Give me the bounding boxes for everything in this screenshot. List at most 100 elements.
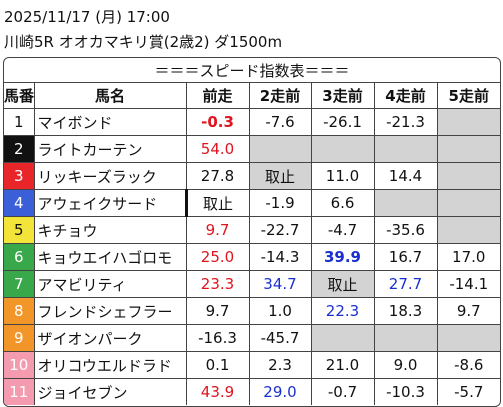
horse-number: 1 bbox=[4, 108, 35, 136]
speed-index: -0.7 bbox=[310, 378, 375, 405]
race-info: 川崎5R オオカマキリ賞(2歳2) ダ1500m bbox=[4, 33, 283, 51]
horse-row: 9 ザイオンパーク -16.3 -45.7 bbox=[4, 324, 500, 352]
speed-index: 11.0 bbox=[310, 162, 375, 190]
speed-table: ＝＝＝スピード指数表＝＝＝ 馬番 馬名 前走 2走前 3走前 4走前 5走前 1 マイボンド -0.… bbox=[4, 58, 500, 405]
horse-row: 10 オリコウエルドラド 0.1 2.3 21.0 9.0 -8.6 bbox=[4, 351, 500, 379]
horse-name: リッキーズラック bbox=[33, 162, 187, 190]
horse-row: 5 キチョウ 9.7 -22.7 -4.7 -35.6 bbox=[4, 216, 500, 244]
horse-name: アマビリティ bbox=[33, 270, 187, 298]
column-header: 4走前 bbox=[373, 82, 438, 109]
speed-index: 14.4 bbox=[373, 162, 438, 190]
speed-index: -14.1 bbox=[436, 270, 500, 298]
horse-row: 2 ライトカーテン 54.0 bbox=[4, 135, 500, 163]
speed-index: 29.0 bbox=[248, 378, 312, 405]
empty-cell bbox=[436, 189, 500, 217]
speed-index: -14.3 bbox=[248, 243, 312, 271]
datetime: 2025/11/17 (月) 17:00 bbox=[4, 8, 170, 26]
horse-number: 5 bbox=[4, 216, 35, 244]
horse-row: 6 キョウエイハゴロモ 25.0 -14.3 39.9 16.7 17.0 bbox=[4, 243, 500, 271]
empty-cell bbox=[373, 135, 438, 163]
empty-cell bbox=[436, 108, 500, 136]
speed-index: 9.7 bbox=[436, 297, 500, 325]
speed-index: 取止 bbox=[248, 162, 312, 190]
horse-number: 8 bbox=[4, 297, 35, 325]
speed-index: 22.3 bbox=[310, 297, 375, 325]
speed-index: 25.0 bbox=[185, 243, 250, 271]
horse-number: 3 bbox=[4, 162, 35, 190]
speed-index: 9.0 bbox=[373, 351, 438, 379]
horse-row: 3 リッキーズラック 27.8 取止 11.0 14.4 bbox=[4, 162, 500, 190]
horse-number: 7 bbox=[4, 270, 35, 298]
horse-number: 11 bbox=[4, 378, 35, 405]
horse-number: 10 bbox=[4, 351, 35, 379]
horse-number: 6 bbox=[4, 243, 35, 271]
speed-index: 18.3 bbox=[373, 297, 438, 325]
speed-index: 27.7 bbox=[373, 270, 438, 298]
speed-index: -10.3 bbox=[373, 378, 438, 405]
speed-index: -7.6 bbox=[248, 108, 312, 136]
empty-cell bbox=[436, 324, 500, 352]
horse-row: 4 アウェイクサード 取止 -1.9 6.6 bbox=[4, 189, 500, 217]
horse-number: 9 bbox=[4, 324, 35, 352]
column-header: 馬番 bbox=[4, 82, 35, 109]
horse-row: 1 マイボンド -0.3 -7.6 -26.1 -21.3 bbox=[4, 108, 500, 136]
empty-cell bbox=[248, 135, 312, 163]
speed-index: 0.1 bbox=[185, 351, 250, 379]
empty-cell bbox=[436, 216, 500, 244]
column-header: 馬名 bbox=[33, 82, 187, 109]
speed-index: 16.7 bbox=[373, 243, 438, 271]
empty-cell bbox=[310, 324, 375, 352]
horse-number: 2 bbox=[4, 135, 35, 163]
speed-index: -22.7 bbox=[248, 216, 312, 244]
column-header: 5走前 bbox=[436, 82, 500, 109]
speed-index: 1.0 bbox=[248, 297, 312, 325]
speed-index: 39.9 bbox=[310, 243, 375, 271]
speed-index: -35.6 bbox=[373, 216, 438, 244]
horse-name: ジョイセブン bbox=[33, 378, 187, 405]
horse-name: アウェイクサード bbox=[33, 189, 187, 217]
empty-cell bbox=[436, 162, 500, 190]
speed-table-box: ＝＝＝スピード指数表＝＝＝ 馬番 馬名 前走 2走前 3走前 4走前 5走前 1 マイボンド -0.… bbox=[3, 57, 501, 407]
speed-index: -5.7 bbox=[436, 378, 500, 405]
speed-index: 54.0 bbox=[185, 135, 250, 163]
horse-name: ザイオンパーク bbox=[33, 324, 187, 352]
speed-index: -4.7 bbox=[310, 216, 375, 244]
speed-index: 23.3 bbox=[185, 270, 250, 298]
column-header: 前走 bbox=[185, 82, 250, 109]
horse-name: オリコウエルドラド bbox=[33, 351, 187, 379]
speed-index: 9.7 bbox=[185, 216, 250, 244]
speed-index: 43.9 bbox=[185, 378, 250, 405]
speed-index: -26.1 bbox=[310, 108, 375, 136]
horse-name: キチョウ bbox=[33, 216, 187, 244]
speed-index: 2.3 bbox=[248, 351, 312, 379]
empty-cell bbox=[373, 189, 438, 217]
empty-cell bbox=[310, 135, 375, 163]
speed-index: 6.6 bbox=[310, 189, 375, 217]
speed-index: 9.7 bbox=[185, 297, 250, 325]
table-title: ＝＝＝スピード指数表＝＝＝ bbox=[4, 58, 500, 83]
speed-index: -8.6 bbox=[436, 351, 500, 379]
speed-index: 取止 bbox=[184, 189, 250, 217]
speed-index: 17.0 bbox=[436, 243, 500, 271]
horse-name: フレンドシェフラー bbox=[33, 297, 187, 325]
horse-name: キョウエイハゴロモ bbox=[33, 243, 187, 271]
horse-row: 8 フレンドシェフラー 9.7 1.0 22.3 18.3 9.7 bbox=[4, 297, 500, 325]
speed-index: -1.9 bbox=[248, 189, 312, 217]
column-header: 2走前 bbox=[248, 82, 312, 109]
speed-index: -21.3 bbox=[373, 108, 438, 136]
speed-index: 21.0 bbox=[310, 351, 375, 379]
horse-number: 4 bbox=[4, 189, 35, 217]
speed-index: -0.3 bbox=[185, 108, 250, 136]
speed-index: 34.7 bbox=[248, 270, 312, 298]
column-header: 3走前 bbox=[310, 82, 375, 109]
empty-cell bbox=[373, 324, 438, 352]
horse-row: 7 アマビリティ 23.3 34.7 取止 27.7 -14.1 bbox=[4, 270, 500, 298]
header-row: 馬番 馬名 前走 2走前 3走前 4走前 5走前 bbox=[4, 82, 500, 109]
horse-name: マイボンド bbox=[33, 108, 187, 136]
empty-cell bbox=[436, 135, 500, 163]
horse-name: ライトカーテン bbox=[33, 135, 187, 163]
speed-index: 取止 bbox=[310, 270, 375, 298]
speed-index: -16.3 bbox=[185, 324, 250, 352]
speed-index: -45.7 bbox=[248, 324, 312, 352]
